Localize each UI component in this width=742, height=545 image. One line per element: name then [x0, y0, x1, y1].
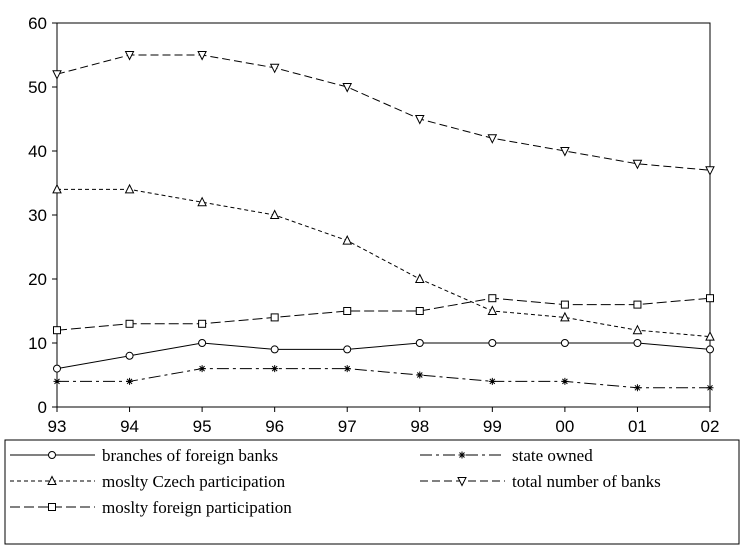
marker: [706, 384, 714, 392]
x-tick-label: 96: [265, 417, 284, 436]
series-line: [56, 297, 711, 331]
marker: [48, 451, 56, 459]
series-line: [56, 54, 711, 171]
y-tick-label: 0: [38, 398, 47, 417]
marker: [560, 311, 570, 322]
marker: [458, 451, 466, 459]
marker: [560, 300, 569, 309]
marker: [271, 365, 279, 373]
series-line: [57, 188, 711, 338]
marker: [561, 377, 569, 385]
y-tick-label: 40: [28, 142, 47, 161]
marker: [632, 159, 643, 170]
marker: [488, 377, 496, 385]
marker: [343, 307, 352, 315]
x-tick-label: 99: [483, 417, 502, 436]
marker: [53, 377, 61, 385]
marker: [343, 365, 351, 373]
legend-label: branches of foreign banks: [102, 446, 278, 465]
marker: [487, 305, 498, 315]
marker: [343, 345, 352, 354]
y-tick-label: 50: [28, 78, 47, 97]
y-tick-label: 20: [28, 270, 47, 289]
marker: [633, 300, 642, 309]
marker: [198, 339, 207, 347]
y-tick-label: 30: [28, 206, 47, 225]
plot-frame: [56, 22, 711, 408]
x-tick-label: 01: [628, 417, 647, 436]
marker: [270, 345, 279, 354]
marker: [705, 166, 715, 176]
marker: [705, 330, 715, 341]
marker: [198, 365, 206, 373]
marker: [457, 477, 467, 487]
marker: [415, 339, 424, 347]
marker: [632, 324, 643, 335]
marker: [125, 319, 134, 328]
legend-label: moslty Czech participation: [102, 472, 286, 491]
y-tick-label: 60: [28, 14, 47, 33]
x-tick-label: 98: [410, 417, 429, 436]
x-tick-label: 00: [555, 417, 574, 436]
marker: [488, 339, 497, 347]
x-tick-label: 95: [193, 417, 212, 436]
marker: [414, 273, 425, 283]
marker: [270, 313, 279, 322]
y-tick-label: 10: [28, 334, 47, 353]
marker: [124, 51, 135, 61]
marker: [342, 234, 353, 245]
series-line: [57, 368, 710, 389]
legend-box: [4, 439, 740, 545]
marker: [269, 63, 280, 74]
marker: [47, 475, 57, 485]
marker: [706, 345, 714, 354]
axes: 0 10 20 30 40 50 60 93 94 95 96 97 98 99 00 01 02: [28, 14, 719, 436]
legend-label: total number of banks: [512, 472, 661, 491]
marker: [560, 147, 570, 157]
marker: [487, 134, 498, 144]
legend-label: state owned: [512, 446, 593, 465]
marker: [706, 294, 714, 303]
marker: [48, 503, 56, 511]
x-tick-label: 02: [701, 417, 720, 436]
marker: [198, 319, 207, 328]
x-tick-label: 97: [338, 417, 357, 436]
marker: [488, 294, 497, 303]
x-tick-label: 94: [120, 417, 139, 436]
x-tick-label: 93: [48, 417, 67, 436]
series-line: [56, 342, 711, 370]
marker: [269, 209, 280, 219]
marker: [560, 339, 569, 347]
marker: [197, 196, 207, 207]
legend-label: moslty foreign participation: [102, 498, 292, 517]
marker: [126, 377, 134, 385]
marker: [342, 83, 353, 93]
marker: [633, 339, 642, 347]
marker: [124, 183, 135, 194]
marker: [415, 307, 424, 315]
marker: [52, 70, 62, 80]
legend: branches of foreign banks state owned mosl…: [10, 446, 661, 517]
marker: [414, 115, 425, 125]
marker: [53, 326, 61, 335]
marker: [125, 351, 134, 360]
marker: [633, 384, 641, 392]
marker: [52, 183, 62, 194]
marker: [416, 371, 424, 379]
marker: [53, 364, 61, 373]
marker: [197, 51, 207, 61]
